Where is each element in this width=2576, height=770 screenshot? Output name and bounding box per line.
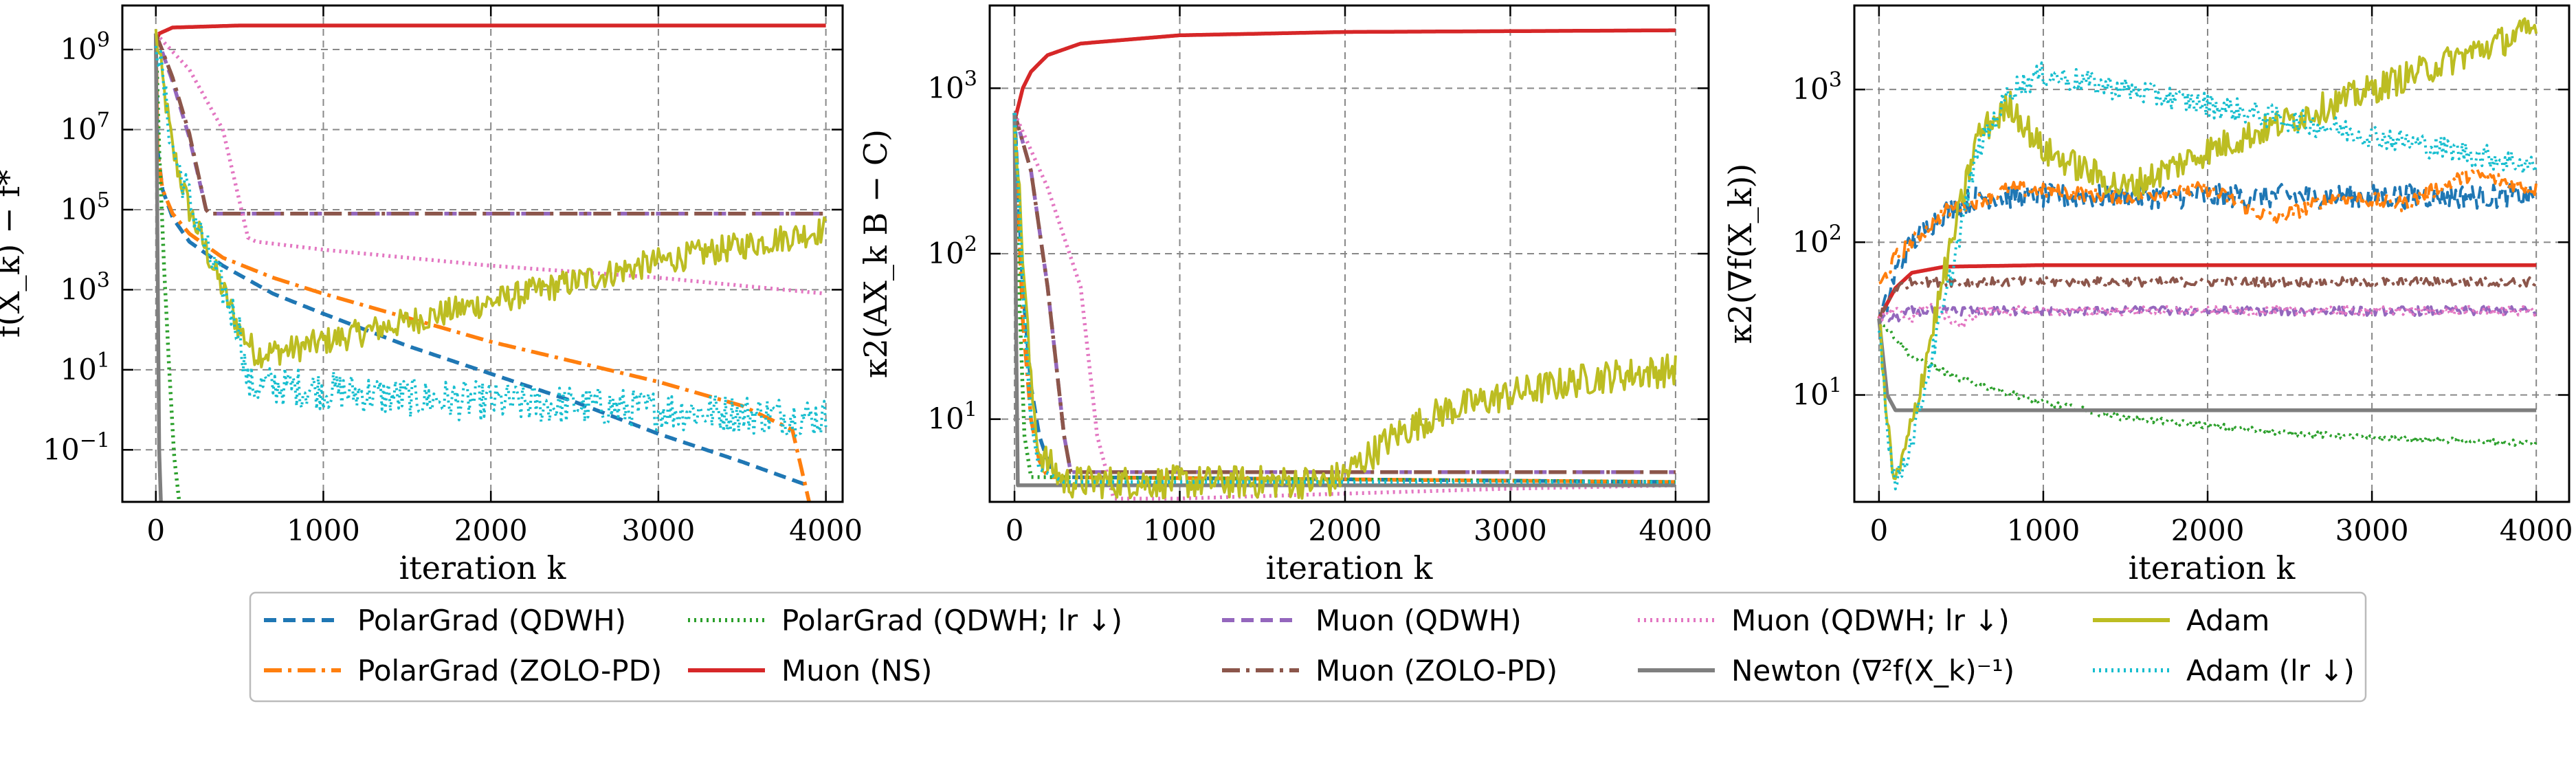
series-line-muon_qdwh_lr xyxy=(1878,302,2538,329)
series-line-newton xyxy=(1877,318,2538,412)
legend-entry-adam_lr: Adam (lr ↓) xyxy=(2093,654,2355,688)
x-axis-label: iteration k xyxy=(2129,549,2296,586)
y-tick-label: 102 xyxy=(1792,221,1842,258)
x-tick-label: 4000 xyxy=(2500,514,2573,547)
series-line-muon_ns xyxy=(1012,28,1677,122)
series-group xyxy=(1877,17,2538,491)
series-line-muon_qdwh xyxy=(154,32,828,216)
y-tick-label: 103 xyxy=(1792,68,1842,106)
x-tick-label: 1000 xyxy=(287,514,360,547)
legend-label: Adam (lr ↓) xyxy=(2186,654,2355,688)
series-line-muon_ns xyxy=(1877,263,2538,320)
legend-entry-adam: Adam xyxy=(2093,604,2269,637)
legend-label: PolarGrad (QDWH) xyxy=(357,604,626,637)
legend-entry-pg_qdwh_lr: PolarGrad (QDWH; lr ↓) xyxy=(688,604,1122,637)
legend-entry-newton: Newton (∇²f(X_k)⁻¹) xyxy=(1638,654,2014,688)
legend-entry-muon_qdwh_lr: Muon (QDWH; lr ↓) xyxy=(1638,604,2010,637)
legend-entry-muon_zolo: Muon (ZOLO-PD) xyxy=(1222,654,1557,688)
x-tick-label: 2000 xyxy=(2171,514,2245,547)
series-line-adam xyxy=(154,29,828,368)
x-tick-label: 4000 xyxy=(789,514,863,547)
legend-label: Adam xyxy=(2186,604,2269,637)
x-tick-label: 2000 xyxy=(1309,514,1382,547)
x-tick-label: 0 xyxy=(1869,514,1888,547)
y-tick-label: 103 xyxy=(927,67,977,104)
series-line-pg_zolo xyxy=(1878,167,2538,285)
series-group xyxy=(153,23,828,502)
y-axis-label: κ2(AX_k B − C) xyxy=(857,129,894,378)
series-line-adam_lr xyxy=(1877,61,2538,491)
x-tick-label: 1000 xyxy=(2006,514,2080,547)
legend-label: Muon (QDWH; lr ↓) xyxy=(1731,604,2010,637)
series-line-adam_lr xyxy=(1012,113,1677,484)
grid xyxy=(1854,6,2569,502)
y-axis-label: f(X_k) − f* xyxy=(0,170,27,338)
legend-frame xyxy=(249,591,2367,703)
series-line-muon_qdwh_lr xyxy=(154,32,828,296)
series-line-pg_qdwh_lr xyxy=(153,33,181,502)
y-tick-label: 103 xyxy=(60,268,110,306)
y-axis-label: κ2(∇f(X_k)) xyxy=(1722,164,1759,344)
chart-panel-2: 0 1000 2000 3000 4000 101 102 103 iteration k κ2(… xyxy=(857,4,1712,586)
series-line-newton xyxy=(1012,113,1677,487)
x-tick-label: 4000 xyxy=(1639,514,1712,547)
series-line-pg_qdwh_lr xyxy=(1012,113,1677,484)
chart-panel-3: 0 1000 2000 3000 4000 101 102 103 iteration k κ2(… xyxy=(1722,4,2573,586)
y-tick-label: 105 xyxy=(60,188,110,226)
series-line-muon_qdwh xyxy=(1878,305,2538,324)
legend-label: PolarGrad (ZOLO-PD) xyxy=(357,654,662,688)
legend-label: Muon (ZOLO-PD) xyxy=(1315,654,1557,688)
plot-frame xyxy=(1853,4,2571,503)
series-line-muon_ns xyxy=(154,23,828,43)
grid xyxy=(122,6,843,502)
series-line-muon_zolo xyxy=(1878,276,2538,318)
legend-entry-muon_ns: Muon (NS) xyxy=(688,654,932,688)
legend: PolarGrad (QDWH) PolarGrad (ZOLO-PD) Polar… xyxy=(249,591,2367,703)
x-tick-label: 2000 xyxy=(454,514,528,547)
plot-frame xyxy=(121,4,844,503)
x-tick-label: 3000 xyxy=(621,514,695,547)
y-tick-label: 10−1 xyxy=(43,428,110,466)
y-tick-label: 101 xyxy=(1792,373,1842,411)
x-tick-label: 0 xyxy=(1006,514,1024,547)
x-tick-label: 3000 xyxy=(2335,514,2409,547)
x-tick-label: 3000 xyxy=(1474,514,1547,547)
legend-entry-muon_qdwh: Muon (QDWH) xyxy=(1222,604,1522,637)
x-tick-label: 0 xyxy=(146,514,165,547)
grid xyxy=(990,6,1709,502)
x-axis-label: iteration k xyxy=(399,549,567,586)
series-line-pg_zolo xyxy=(153,33,811,502)
legend-label: Newton (∇²f(X_k)⁻¹) xyxy=(1731,654,2014,688)
series-line-pg_qdwh xyxy=(153,33,810,488)
x-axis-label: iteration k xyxy=(1266,549,1434,586)
y-tick-label: 101 xyxy=(60,349,110,386)
y-tick-label: 101 xyxy=(927,398,977,436)
x-tick-label: 1000 xyxy=(1143,514,1217,547)
y-tick-label: 102 xyxy=(927,232,977,270)
legend-label: PolarGrad (QDWH; lr ↓) xyxy=(781,604,1122,637)
y-tick-label: 109 xyxy=(60,28,110,66)
legend-label: Muon (QDWH) xyxy=(1315,604,1522,637)
series-line-adam xyxy=(1013,126,1677,500)
legend-entry-pg_zolo: PolarGrad (ZOLO-PD) xyxy=(264,654,662,688)
chart-panel-1: 0 1000 2000 3000 4000 10−1 101 103 105 107 109 iter… xyxy=(0,4,863,586)
legend-label: Muon (NS) xyxy=(781,654,932,688)
series-line-muon_zolo xyxy=(154,32,828,216)
series-line-newton xyxy=(153,33,163,502)
legend-entry-pg_qdwh: PolarGrad (QDWH) xyxy=(264,604,626,637)
y-tick-label: 107 xyxy=(60,109,110,146)
